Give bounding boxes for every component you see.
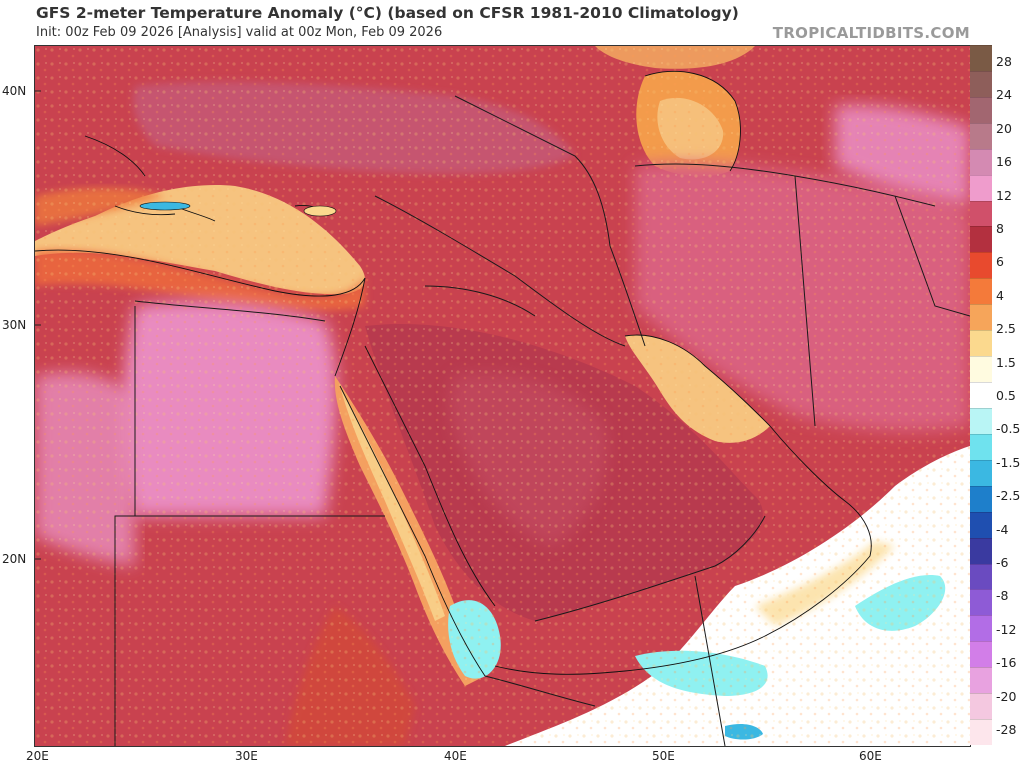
colorbar-label: -28 bbox=[996, 722, 1017, 737]
colorbar-label: 28 bbox=[996, 54, 1012, 69]
colorbar-cell bbox=[970, 667, 992, 694]
colorbar-label: -12 bbox=[996, 621, 1017, 637]
map-title: GFS 2-meter Temperature Anomaly (°C) (ba… bbox=[36, 4, 739, 22]
colorbar-cell bbox=[970, 485, 992, 513]
colorbar-label: -6 bbox=[996, 555, 1009, 570]
colorbar-label: 2.5 bbox=[996, 321, 1016, 337]
colorbar-cell bbox=[970, 330, 992, 357]
colorbar-label: 6 bbox=[996, 254, 1004, 270]
temperature-anomaly-map bbox=[34, 45, 971, 747]
colorbar-cell bbox=[970, 70, 992, 98]
lon-label-30e: 30E bbox=[235, 749, 258, 763]
lon-label-60e: 60E bbox=[859, 749, 882, 763]
colorbar-label: -8 bbox=[996, 588, 1009, 604]
brand-watermark: TROPICALTIDBITS.COM bbox=[772, 24, 970, 42]
colorbar-cell bbox=[970, 563, 992, 590]
colorbar-cell bbox=[970, 537, 992, 564]
lon-label-40e: 40E bbox=[444, 749, 467, 763]
colorbar-label: -4 bbox=[996, 521, 1009, 537]
map-subtitle: Init: 00z Feb 09 2026 [Analysis] valid a… bbox=[36, 25, 443, 40]
colorbar-label: 12 bbox=[996, 187, 1012, 203]
colorbar-label: -2.5 bbox=[996, 488, 1021, 504]
lon-label-50e: 50E bbox=[652, 749, 675, 763]
colorbar-label: 4 bbox=[996, 287, 1004, 303]
colorbar-cell bbox=[970, 693, 992, 720]
colorbar-cell bbox=[970, 356, 992, 383]
colorbar-label: -0.5 bbox=[996, 421, 1021, 437]
colorbar-cell bbox=[970, 200, 992, 227]
lat-label-40n: 40N bbox=[2, 84, 27, 98]
colorbar-cell bbox=[970, 511, 992, 539]
colorbar-cell bbox=[970, 459, 992, 487]
colorbar-label: 0.5 bbox=[996, 388, 1016, 403]
lat-label-30n: 30N bbox=[2, 318, 27, 332]
colorbar-cell bbox=[970, 407, 992, 435]
colorbar-cell bbox=[970, 122, 992, 150]
colorbar bbox=[970, 45, 992, 746]
colorbar-label: 1.5 bbox=[996, 354, 1016, 370]
colorbar-label: -20 bbox=[996, 688, 1017, 704]
colorbar-cell bbox=[970, 174, 992, 202]
colorbar-cell bbox=[970, 148, 992, 176]
colorbar-cell bbox=[970, 589, 992, 616]
colorbar-cell bbox=[970, 45, 992, 72]
colorbar-cell bbox=[970, 641, 992, 668]
colorbar-label: 16 bbox=[996, 154, 1012, 170]
colorbar-cell bbox=[970, 96, 992, 124]
colorbar-label: -1.5 bbox=[996, 454, 1021, 470]
colorbar-cell bbox=[970, 252, 992, 279]
colorbar-label: 20 bbox=[996, 120, 1012, 136]
colorbar-label: 24 bbox=[996, 87, 1012, 103]
colorbar-label: -16 bbox=[996, 655, 1017, 671]
colorbar-cell bbox=[970, 433, 992, 461]
colorbar-cell bbox=[970, 382, 992, 409]
lon-label-20e: 20E bbox=[26, 749, 49, 763]
colorbar-cell bbox=[970, 278, 992, 305]
colorbar-cell bbox=[970, 719, 992, 746]
colorbar-cell bbox=[970, 615, 992, 642]
lat-label-20n: 20N bbox=[2, 552, 27, 566]
colorbar-label: 8 bbox=[996, 221, 1004, 236]
colorbar-cell bbox=[970, 226, 992, 253]
colorbar-cell bbox=[970, 304, 992, 331]
country-borders bbox=[114, 95, 970, 746]
